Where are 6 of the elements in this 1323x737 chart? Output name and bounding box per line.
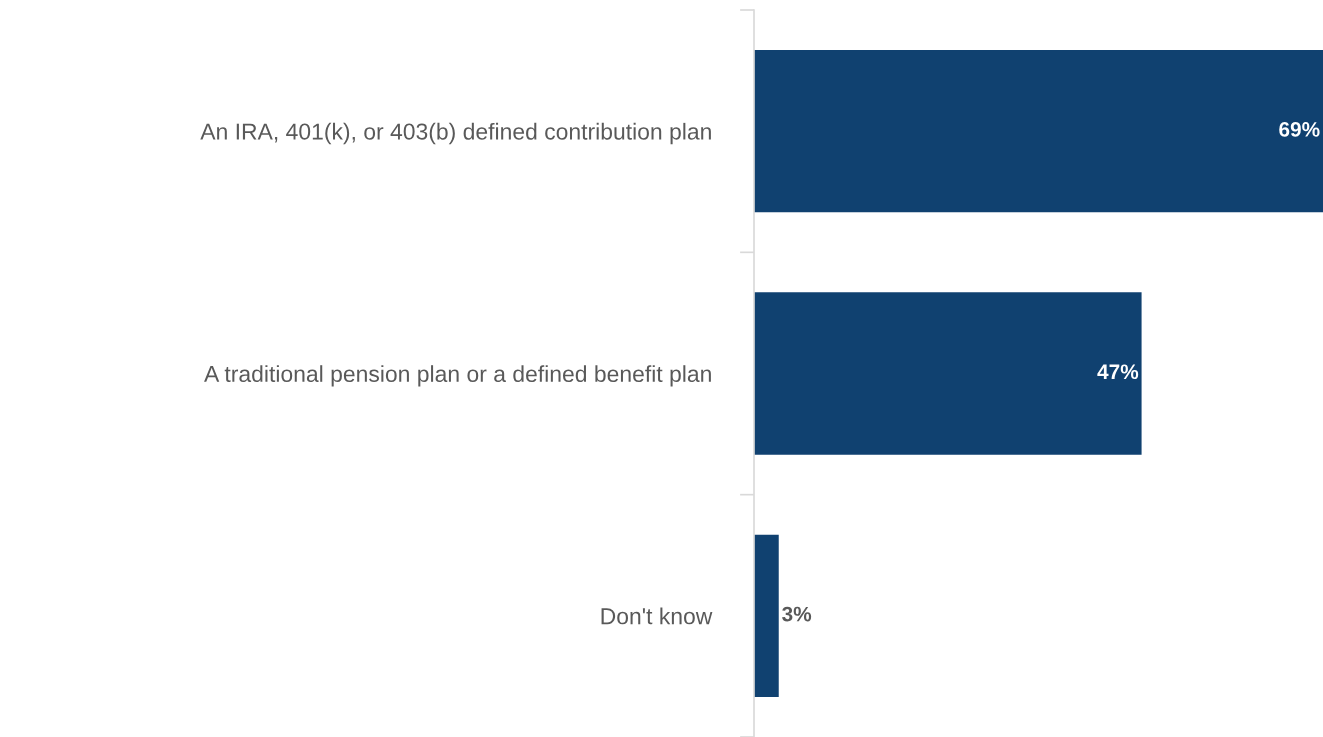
data-label: 47% xyxy=(1097,364,1139,380)
y-tick-label: Don't know xyxy=(601,607,713,625)
data-label: 3% xyxy=(782,606,812,622)
y-tick-label: An IRA, 401(k), or 403(b) defined contribution plan xyxy=(200,122,711,145)
data-label: 69% xyxy=(1279,122,1320,137)
y-tick-label: A traditional pension plan or a defined benefit plan xyxy=(204,365,711,387)
